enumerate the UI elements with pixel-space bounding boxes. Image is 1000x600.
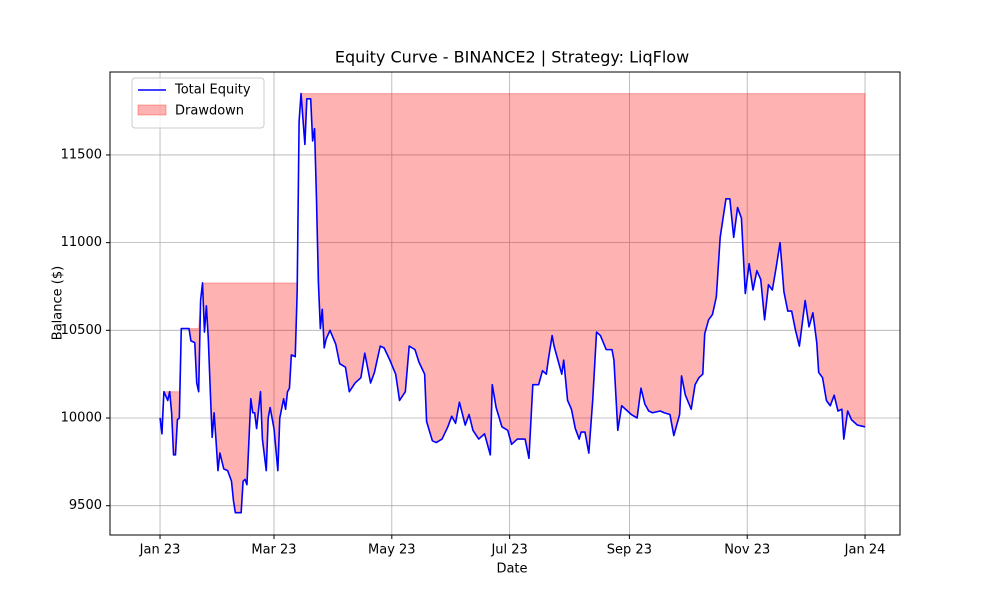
x-tick-label: May 23: [368, 543, 416, 558]
chart-title: Equity Curve - BINANCE2 | Strategy: LiqF…: [335, 48, 689, 67]
y-tick-label: 10000: [61, 411, 102, 426]
y-tick-label: 11000: [61, 235, 102, 250]
y-tick-label: 10500: [61, 323, 102, 338]
y-axis-label: Balance ($): [51, 266, 66, 340]
y-tick-label: 9500: [69, 498, 102, 513]
x-tick-label: Mar 23: [251, 543, 296, 558]
x-tick-label: Jul 23: [490, 543, 527, 558]
x-axis-label: Date: [496, 562, 527, 577]
y-tick-label: 11500: [61, 147, 102, 162]
legend-label: Total Equity: [174, 83, 251, 98]
legend-label: Drawdown: [175, 104, 244, 119]
x-tick-label: Jan 23: [139, 543, 181, 558]
x-tick-label: Sep 23: [607, 543, 652, 558]
x-tick-label: Jan 24: [844, 543, 886, 558]
plot-frame: [109, 71, 901, 536]
x-tick-label: Nov 23: [724, 543, 770, 558]
equity-line: [159, 92, 866, 514]
legend-swatch: [137, 104, 167, 116]
